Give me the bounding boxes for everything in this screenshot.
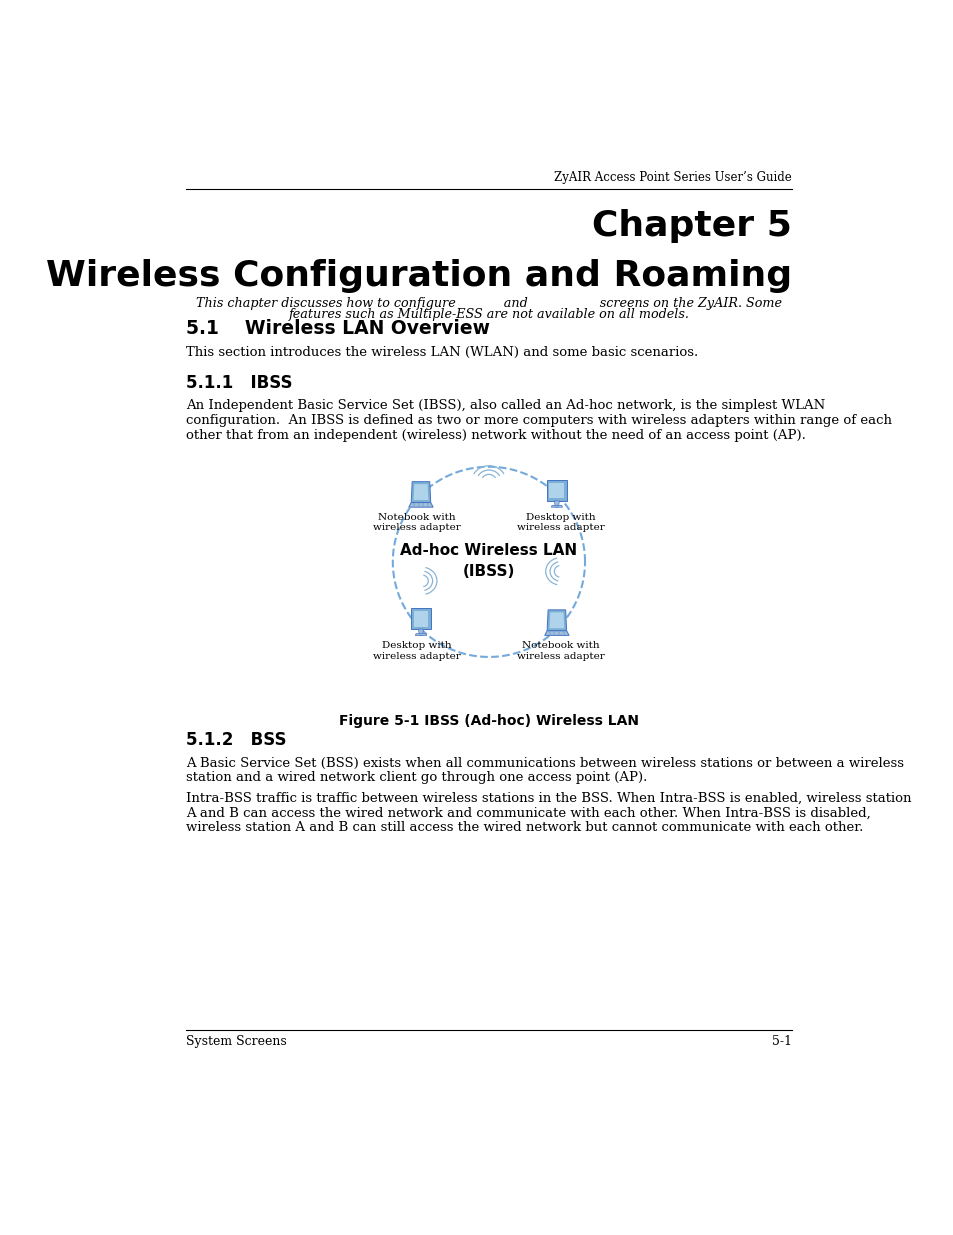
Polygon shape [544,631,569,635]
Text: Desktop with
wireless adapter: Desktop with wireless adapter [517,513,604,532]
Text: Desktop with
wireless adapter: Desktop with wireless adapter [373,641,460,661]
Text: This section introduces the wireless LAN (WLAN) and some basic scenarios.: This section introduces the wireless LAN… [186,346,698,359]
Text: 5.1    Wireless LAN Overview: 5.1 Wireless LAN Overview [186,320,489,338]
Polygon shape [415,634,426,635]
Text: configuration.  An IBSS is defined as two or more computers with wireless adapte: configuration. An IBSS is defined as two… [186,414,891,427]
Text: Ad-hoc Wireless LAN: Ad-hoc Wireless LAN [400,543,577,558]
Polygon shape [549,483,564,499]
Text: 5.1.1   IBSS: 5.1.1 IBSS [186,374,292,391]
Text: This chapter discusses how to configure            and                  screens : This chapter discusses how to configure … [195,296,781,310]
Text: Intra-BSS traffic is traffic between wireless stations in the BSS. When Intra-BS: Intra-BSS traffic is traffic between wir… [186,792,910,805]
Text: A and B can access the wired network and communicate with each other. When Intra: A and B can access the wired network and… [186,806,870,820]
Text: 5-1: 5-1 [771,1035,791,1049]
Polygon shape [554,501,558,508]
Text: Notebook with
wireless adapter: Notebook with wireless adapter [373,513,460,532]
Text: other that from an independent (wireless) network without the need of an access : other that from an independent (wireless… [186,429,805,442]
Polygon shape [549,613,564,629]
Polygon shape [411,482,430,503]
Text: Figure 5-1 IBSS (Ad-hoc) Wireless LAN: Figure 5-1 IBSS (Ad-hoc) Wireless LAN [338,714,639,729]
Polygon shape [418,629,423,635]
Text: Notebook with
wireless adapter: Notebook with wireless adapter [517,641,604,661]
Polygon shape [413,484,428,500]
Text: An Independent Basic Service Set (IBSS), also called an Ad-hoc network, is the s: An Independent Basic Service Set (IBSS),… [186,399,824,412]
Polygon shape [551,505,562,508]
Polygon shape [408,503,433,508]
Polygon shape [547,480,566,501]
Polygon shape [411,608,430,629]
Polygon shape [413,611,428,626]
Text: features such as Multiple-ESS are not available on all models.: features such as Multiple-ESS are not av… [288,309,689,321]
Text: ZyAIR Access Point Series User’s Guide: ZyAIR Access Point Series User’s Guide [554,172,791,184]
Text: Wireless Configuration and Roaming: Wireless Configuration and Roaming [46,259,791,293]
Text: Chapter 5: Chapter 5 [592,209,791,243]
Text: station and a wired network client go through one access point (AP).: station and a wired network client go th… [186,772,646,784]
Text: (IBSS): (IBSS) [462,564,515,579]
Text: 5.1.2   BSS: 5.1.2 BSS [186,731,286,750]
Polygon shape [547,610,566,631]
Text: A Basic Service Set (BSS) exists when all communications between wireless statio: A Basic Service Set (BSS) exists when al… [186,757,902,769]
Text: System Screens: System Screens [186,1035,286,1049]
Text: wireless station A and B can still access the wired network but cannot communica: wireless station A and B can still acces… [186,821,862,835]
